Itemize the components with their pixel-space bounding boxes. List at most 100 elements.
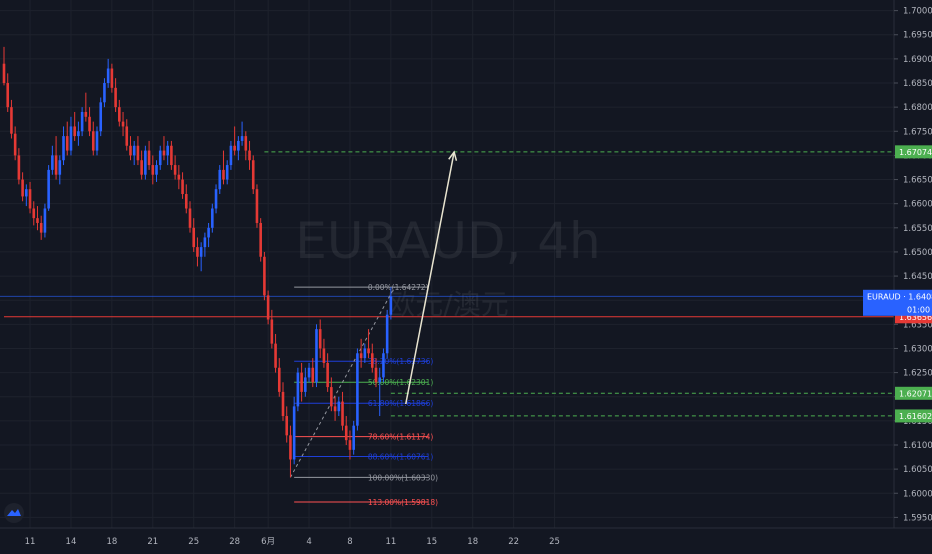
fib-level-label: 100.00%(1.60330) [368, 473, 438, 482]
candle-body [170, 145, 173, 166]
candle [259, 218, 262, 262]
candle [88, 107, 91, 137]
candle-body [62, 136, 65, 161]
current-countdown: 01:00 [907, 305, 930, 314]
candle-body [166, 145, 169, 156]
price-tag-text: 1.62071 [899, 389, 932, 398]
grid [0, 0, 894, 528]
cloud-icon [7, 509, 21, 516]
candle-body [255, 189, 259, 223]
candle-body [341, 401, 344, 426]
candle-body [99, 102, 103, 132]
candle [136, 136, 140, 166]
candle [315, 324, 318, 388]
candle-body [352, 425, 355, 450]
candle-body [162, 150, 166, 156]
candle [382, 348, 385, 383]
candle-body [28, 189, 32, 209]
candle-body [292, 406, 296, 460]
candle-body [158, 150, 162, 166]
candle-body [192, 227, 196, 248]
candle-body [337, 401, 341, 412]
candle-body [289, 435, 292, 460]
candle [144, 145, 147, 180]
candle-body [84, 111, 88, 117]
candle-body [277, 367, 281, 392]
candle-body [136, 145, 140, 161]
projection-arrow[interactable] [405, 150, 458, 405]
candle-body [77, 131, 80, 137]
candle [106, 58, 110, 88]
candle-body [259, 222, 262, 257]
candle [359, 338, 363, 368]
fib-level-label: 61.80%(1.61866) [368, 399, 434, 408]
candle [21, 172, 24, 202]
candle-body [356, 353, 359, 426]
candle-body [225, 165, 229, 180]
x-tick-label: 14 [66, 537, 77, 547]
candle-body [229, 145, 233, 166]
arrow-head-icon [448, 150, 458, 161]
candle-body [330, 387, 333, 407]
candle [2, 46, 6, 86]
tradingview-logo[interactable] [4, 503, 24, 523]
candle-body [196, 247, 199, 257]
y-tick-label: 1.61000 [903, 441, 932, 451]
x-tick-label: 28 [229, 537, 240, 547]
y-tick-label: 1.67500 [903, 127, 932, 137]
y-tick-label: 1.70000 [903, 7, 932, 17]
watermark-name: 欧元/澳元 [387, 288, 508, 321]
candle-body [80, 111, 84, 132]
candle-body [251, 160, 255, 190]
candle-body [25, 189, 28, 197]
candle-body [266, 295, 270, 320]
candle-body [10, 107, 13, 134]
candle-body [65, 136, 69, 151]
price-tag: 1.61602 [895, 409, 932, 423]
candle-body [367, 348, 370, 354]
candle [110, 63, 114, 93]
candle-body [144, 150, 147, 175]
candle [270, 309, 274, 349]
candle [151, 155, 155, 185]
y-tick-label: 1.65500 [903, 224, 932, 234]
candle-body [281, 391, 285, 417]
price-tag-bg [895, 386, 932, 400]
candle-body [218, 169, 222, 190]
candle-body [114, 87, 117, 108]
candle [222, 150, 225, 185]
candle [240, 121, 244, 146]
candle [225, 160, 229, 185]
candle [352, 420, 355, 455]
y-tick-label: 1.64500 [903, 272, 932, 282]
x-tick-label: 4 [306, 537, 311, 547]
candle [341, 391, 344, 431]
candle [121, 111, 125, 137]
candle [367, 329, 370, 359]
candle-body [240, 136, 244, 141]
candle-body [173, 165, 177, 175]
candle [296, 367, 300, 412]
candle-body [95, 131, 99, 151]
candle-body [359, 353, 363, 359]
candle-body [233, 145, 236, 151]
candle [77, 121, 80, 146]
candle-body [311, 367, 315, 383]
time-axis[interactable]: 11 14 18 21 25 28 6月 4 8 11 15 18 22 25 [25, 537, 560, 547]
candle [237, 136, 240, 161]
candle-body [21, 179, 24, 197]
candle [6, 73, 10, 112]
fib-level-label: 38.20%(1.62736) [368, 357, 434, 366]
price-tag-text: 1.63656 [899, 313, 932, 322]
price-tag: 1.67074 [895, 145, 932, 159]
candle-body [263, 256, 266, 296]
price-axis[interactable]: 1.70000 1.69500 1.69000 1.68500 1.68000 1.675… [894, 7, 932, 524]
candle [69, 116, 73, 156]
candle [132, 140, 136, 166]
candle [248, 140, 251, 170]
candle-body [382, 353, 385, 378]
candle-body [378, 377, 382, 383]
